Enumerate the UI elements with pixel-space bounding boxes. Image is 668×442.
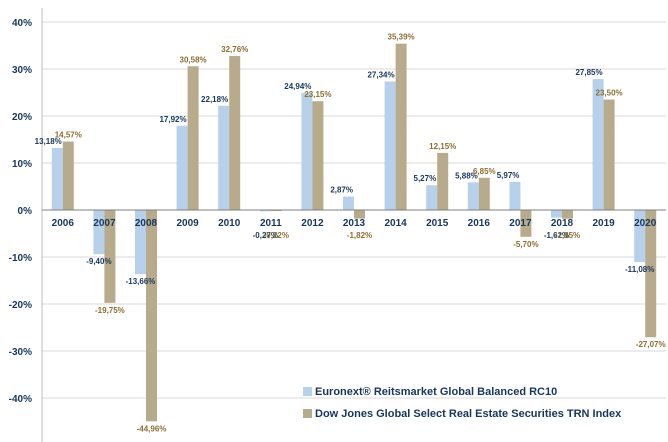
data-labels: 13,18%14,57% -9,40% -19,75% -13,66% -44,96% 1… bbox=[35, 33, 666, 434]
category-label: 2013 bbox=[343, 218, 366, 229]
category-label: 2008 bbox=[135, 218, 158, 229]
bar-series-1 bbox=[509, 181, 521, 210]
y-tick-label: -20% bbox=[9, 300, 32, 311]
bar-series-1 bbox=[634, 210, 646, 263]
data-label: 14,57% bbox=[55, 131, 82, 140]
data-label: -11,08% bbox=[625, 265, 654, 274]
bar-series-2 bbox=[62, 141, 74, 210]
bar-series-1 bbox=[218, 105, 230, 210]
data-label: 12,15% bbox=[429, 142, 456, 151]
bar-series-1 bbox=[51, 148, 63, 210]
bar-series-2 bbox=[645, 210, 657, 338]
y-tick-label: -10% bbox=[9, 253, 32, 264]
bar-series-1 bbox=[176, 125, 188, 210]
bar-series-1 bbox=[343, 196, 354, 210]
data-label: -1,62% bbox=[544, 231, 569, 240]
bars bbox=[51, 43, 657, 422]
bar-series-2 bbox=[395, 43, 407, 211]
data-label: 23,15% bbox=[304, 90, 331, 99]
data-label: 23,50% bbox=[596, 89, 623, 98]
data-label: 22,18% bbox=[201, 95, 228, 104]
category-label: 2012 bbox=[301, 218, 324, 229]
category-labels: 2006 2007 2008 2009 2010 2011 2012 2013 2014 2015… bbox=[52, 218, 657, 229]
data-label: 24,94% bbox=[284, 82, 311, 91]
category-label: 2018 bbox=[551, 218, 574, 229]
data-label: 27,85% bbox=[575, 68, 602, 77]
data-label: -19,75% bbox=[95, 306, 125, 315]
y-tick-label: 40% bbox=[12, 18, 32, 29]
legend-label-series-2: Dow Jones Global Select Real Estate Secu… bbox=[315, 408, 622, 420]
data-label: 5,88% bbox=[455, 171, 478, 180]
bar-series-1 bbox=[384, 81, 396, 210]
data-label: 30,58% bbox=[180, 55, 207, 64]
data-label: -1,85% bbox=[555, 231, 580, 240]
bar-series-2 bbox=[437, 152, 449, 210]
category-label: 2010 bbox=[218, 218, 241, 229]
data-label: -13,66% bbox=[126, 277, 156, 286]
legend-swatch-series-1 bbox=[303, 387, 312, 396]
category-label: 2006 bbox=[52, 218, 75, 229]
data-label: -0,27% bbox=[253, 231, 278, 240]
data-label: 2,87% bbox=[330, 186, 353, 195]
data-label: 17,92% bbox=[159, 115, 186, 124]
category-label: 2016 bbox=[468, 218, 491, 229]
data-label: 27,34% bbox=[367, 71, 394, 80]
bar-series-1 bbox=[301, 92, 313, 210]
data-label: 5,27% bbox=[414, 174, 437, 183]
category-label: 2014 bbox=[384, 218, 407, 229]
data-label: -5,70% bbox=[513, 240, 538, 249]
bar-series-2 bbox=[229, 56, 241, 210]
bar-series-2 bbox=[312, 101, 324, 210]
legend-label-series-1: Euronext® Reitsmarket Global Balanced RC… bbox=[315, 386, 557, 398]
category-label: 2020 bbox=[634, 218, 657, 229]
bar-series-1 bbox=[135, 210, 146, 275]
bar-series-2 bbox=[104, 210, 116, 303]
y-tick-label: 30% bbox=[12, 65, 32, 76]
bar-series-2 bbox=[478, 177, 490, 210]
y-tick-label: 0% bbox=[18, 206, 33, 217]
data-label: 35,39% bbox=[388, 33, 415, 42]
data-label: -27,07% bbox=[636, 340, 666, 349]
category-label: 2007 bbox=[93, 218, 116, 229]
bar-series-1 bbox=[592, 79, 604, 210]
data-label: 5,97% bbox=[497, 171, 520, 180]
y-tick-label: 10% bbox=[12, 159, 32, 170]
y-tick-label: -40% bbox=[9, 394, 32, 405]
y-tick-label: -30% bbox=[9, 347, 32, 358]
bar-series-1 bbox=[93, 210, 105, 255]
category-label: 2017 bbox=[509, 218, 532, 229]
bar-series-2 bbox=[562, 210, 573, 219]
data-label: -1,82% bbox=[347, 231, 372, 240]
category-label: 2009 bbox=[176, 218, 199, 229]
category-label: 2011 bbox=[260, 218, 282, 229]
bar-series-1 bbox=[426, 185, 438, 210]
data-label: 13,18% bbox=[35, 137, 62, 146]
bar-series-1 bbox=[467, 182, 479, 210]
data-label: 32,76% bbox=[221, 45, 248, 54]
bar-series-1 bbox=[259, 210, 271, 212]
y-tick-labels: 40% 30% 20% 10% 0% -10% -20% -30% -40% bbox=[9, 18, 32, 405]
legend-swatch-series-2 bbox=[303, 409, 312, 418]
bar-series-2 bbox=[187, 66, 199, 210]
data-label: -44,96% bbox=[137, 424, 167, 433]
data-label: -0,22% bbox=[264, 231, 289, 240]
y-tick-label: 20% bbox=[12, 112, 32, 123]
data-label: 6,85% bbox=[473, 167, 496, 176]
category-label: 2019 bbox=[592, 218, 615, 229]
bar-series-2 bbox=[270, 210, 282, 212]
bar-series-2 bbox=[354, 210, 365, 219]
bar-series-2 bbox=[603, 99, 615, 210]
legend: Euronext® Reitsmarket Global Balanced RC… bbox=[303, 386, 622, 420]
bar-series-2 bbox=[520, 210, 532, 237]
bar-series-2 bbox=[146, 210, 157, 422]
bar-series-1 bbox=[551, 210, 562, 218]
data-label: -9,40% bbox=[86, 257, 111, 266]
category-label: 2015 bbox=[426, 218, 449, 229]
